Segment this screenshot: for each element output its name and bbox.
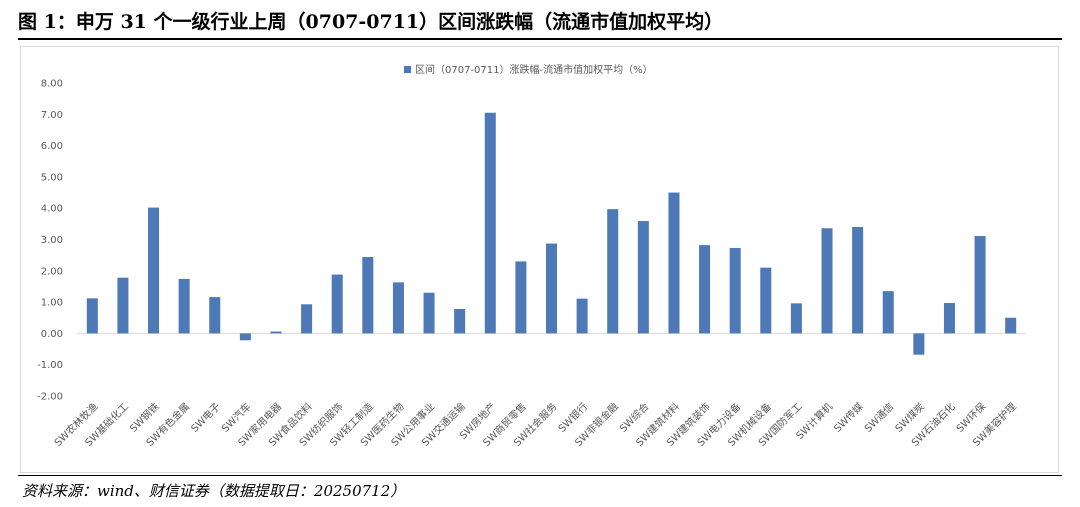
y-tick-label: 1.00	[41, 298, 63, 309]
bar-8	[301, 304, 313, 334]
y-tick-label: 4.00	[41, 204, 63, 215]
bar-14	[484, 112, 496, 334]
bar-11	[392, 282, 404, 334]
x-tick-label: SW通信	[862, 401, 896, 435]
bar-19	[637, 221, 649, 334]
bar-31	[1005, 317, 1017, 334]
figure-title: 图 1：申万 31 个一级行业上周（0707-0711）区间涨跌幅（流通市值加权…	[18, 11, 724, 33]
bar-chart: 区间（0707-0711）涨跌幅-流通市值加权平均（%） 8.00 7.00 6.0…	[37, 63, 1026, 449]
bar-3	[148, 207, 160, 334]
bar-10	[362, 257, 374, 334]
bar-17	[576, 298, 588, 334]
bar-12	[423, 292, 435, 334]
y-tick-label: 6.00	[41, 141, 63, 152]
bar-29	[943, 303, 955, 334]
bar-26	[852, 226, 864, 334]
chart-frame: 区间（0707-0711）涨跌幅-流通市值加权平均（%） 8.00 7.00 6.0…	[20, 46, 1059, 473]
bar-25	[821, 228, 833, 334]
y-tick-label: 2.00	[41, 266, 63, 277]
bar-4	[178, 278, 190, 334]
bar-16	[545, 243, 558, 334]
x-axis: SW农林牧渔SW基础化工SW钢铁SW有色金属SW电子SW汽车SW家用电器SW食品…	[51, 400, 1018, 449]
bar-7	[270, 331, 282, 334]
legend-label: 区间（0707-0711）涨跌幅-流通市值加权平均（%）	[415, 63, 653, 76]
bar-28	[913, 333, 925, 355]
bar-6	[239, 333, 251, 341]
y-tick-label: 7.00	[41, 110, 63, 121]
bar-27	[882, 291, 894, 334]
bar-2	[117, 277, 129, 334]
y-tick-label: 8.00	[41, 79, 63, 90]
source-divider	[18, 475, 1062, 476]
y-tick-label: -2.00	[37, 392, 63, 403]
x-tick-label: SW电子	[188, 400, 223, 435]
bar-18	[607, 209, 619, 334]
legend-swatch-icon	[404, 66, 411, 73]
bar-9	[331, 274, 343, 334]
y-tick-label: 0.00	[41, 329, 63, 340]
y-tick-label: -1.00	[37, 360, 63, 371]
bar-15	[515, 261, 527, 334]
bar-21	[699, 245, 711, 334]
x-tick-label: SW传媒	[832, 401, 866, 435]
bars	[86, 112, 1017, 355]
bar-23	[760, 267, 772, 334]
bar-1	[86, 298, 98, 334]
title-divider	[18, 38, 1062, 40]
y-tick-label: 3.00	[41, 235, 63, 246]
y-tick-label: 5.00	[41, 172, 63, 183]
bar-20	[668, 192, 680, 334]
bar-24	[790, 303, 802, 334]
y-axis: 8.00 7.00 6.00 5.00 4.00 3.00 2.00 1.00 0.00 -1.0…	[37, 79, 1026, 403]
chart-legend: 区间（0707-0711）涨跌幅-流通市值加权平均（%）	[404, 63, 653, 76]
source-note: 资料来源：wind、财信证券（数据提取日：20250712）	[22, 482, 406, 500]
bar-5	[209, 297, 221, 334]
bar-22	[729, 247, 741, 334]
bar-30	[974, 236, 986, 334]
bar-13	[454, 308, 466, 334]
